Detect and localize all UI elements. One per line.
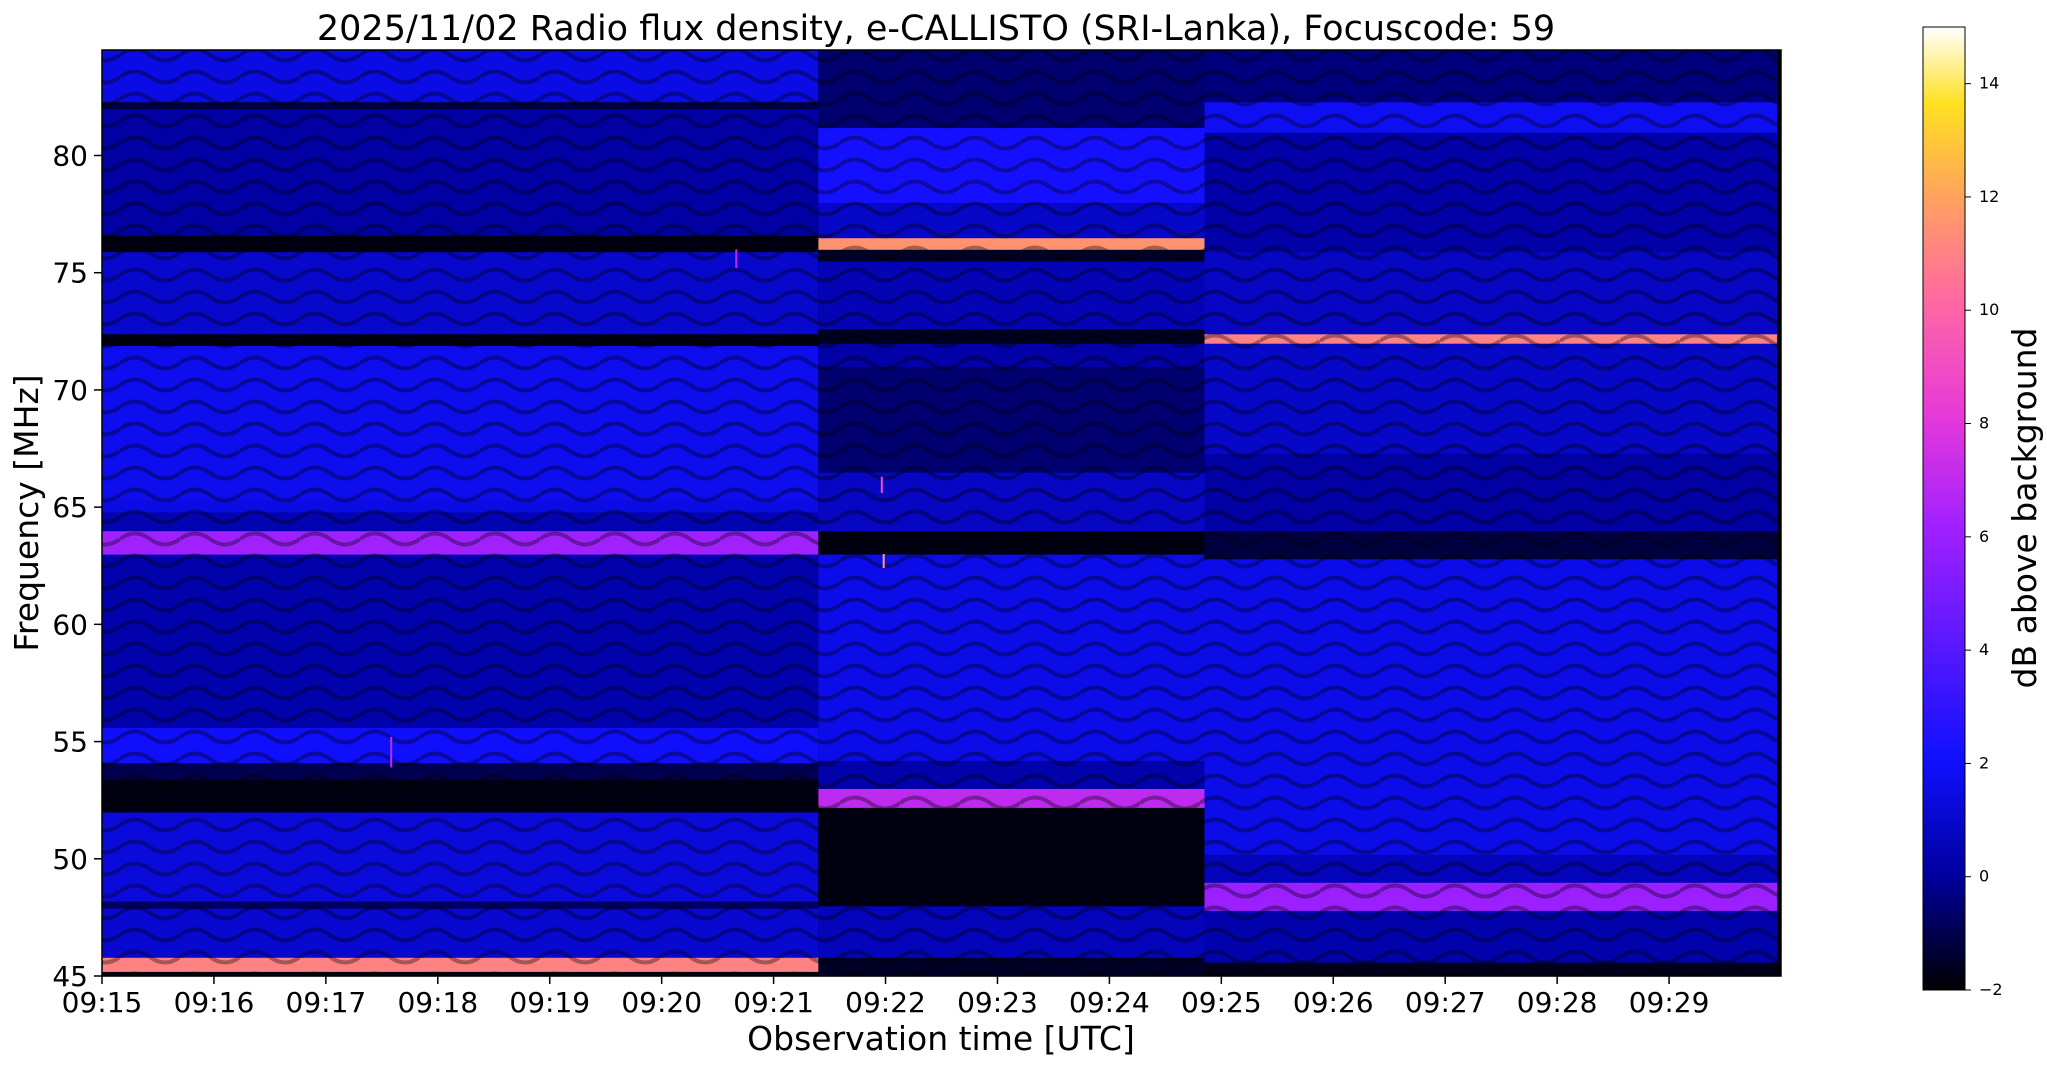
x-axis-label: Observation time [UTC] [747, 1019, 1135, 1058]
colorbar-tick-label: 6 [1979, 527, 1989, 546]
x-tick-label: 09:18 [397, 986, 478, 1019]
colorbar-tick-label: 14 [1979, 74, 1999, 93]
y-tick-label: 75 [52, 257, 88, 290]
x-tick-label: 09:20 [621, 986, 702, 1019]
colorbar-tick-label: 10 [1979, 300, 1999, 319]
y-axis-label: Frequency [MHz] [7, 374, 46, 651]
x-tick-label: 09:26 [1293, 986, 1374, 1019]
burst-spike [390, 736, 393, 768]
x-tick-label: 09:28 [1517, 986, 1598, 1019]
y-tick-label: 70 [52, 374, 88, 407]
burst-spike [735, 249, 738, 269]
y-tick-label: 65 [52, 491, 88, 524]
x-tick-label: 09:23 [957, 986, 1038, 1019]
colorbar [1922, 26, 1966, 991]
y-tick-label: 55 [52, 726, 88, 759]
colorbar-axis: −2 0 2 4 6 8 10 12 14 [1965, 74, 2003, 999]
x-tick-label: 09:15 [62, 986, 143, 1019]
x-tick-label: 09:22 [845, 986, 926, 1019]
x-tick-label: 09:29 [1629, 986, 1710, 1019]
x-tick-label: 09:21 [733, 986, 814, 1019]
wave-texture [102, 50, 1781, 976]
x-axis: 09:15 09:16 09:17 09:18 09:19 09:20 09:21 09:22… [62, 976, 1710, 1019]
colorbar-tick-label: 12 [1979, 187, 1999, 206]
x-tick-label: 09:24 [1069, 986, 1150, 1019]
burst-spike [880, 476, 883, 494]
colorbar-tick-label: −2 [1979, 980, 2003, 999]
burst-spikes [390, 249, 885, 768]
x-tick-label: 09:19 [509, 986, 590, 1019]
y-axis: 45 50 55 60 65 70 75 80 [52, 139, 102, 993]
x-tick-label: 09:17 [286, 986, 367, 1019]
colorbar-tick-label: 8 [1979, 414, 1989, 433]
y-tick-label: 60 [52, 608, 88, 641]
y-tick-label: 50 [52, 843, 88, 876]
plot-frame [101, 49, 1782, 977]
x-tick-label: 09:16 [174, 986, 255, 1019]
y-tick-label: 45 [52, 960, 88, 993]
y-tick-label: 80 [52, 139, 88, 172]
burst-spike [882, 554, 885, 569]
colorbar-tick-label: 2 [1979, 753, 1989, 772]
colorbar-tick-label: 4 [1979, 640, 1989, 659]
colorbar-tick-label: 0 [1979, 867, 1989, 886]
x-tick-label: 09:27 [1405, 986, 1486, 1019]
x-tick-label: 09:25 [1181, 986, 1262, 1019]
chart-title: 2025/11/02 Radio flux density, e-CALLIST… [317, 9, 1555, 49]
colorbar-label: dB above background [2005, 328, 2044, 689]
